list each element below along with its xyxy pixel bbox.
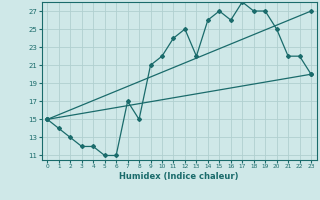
X-axis label: Humidex (Indice chaleur): Humidex (Indice chaleur) xyxy=(119,172,239,181)
